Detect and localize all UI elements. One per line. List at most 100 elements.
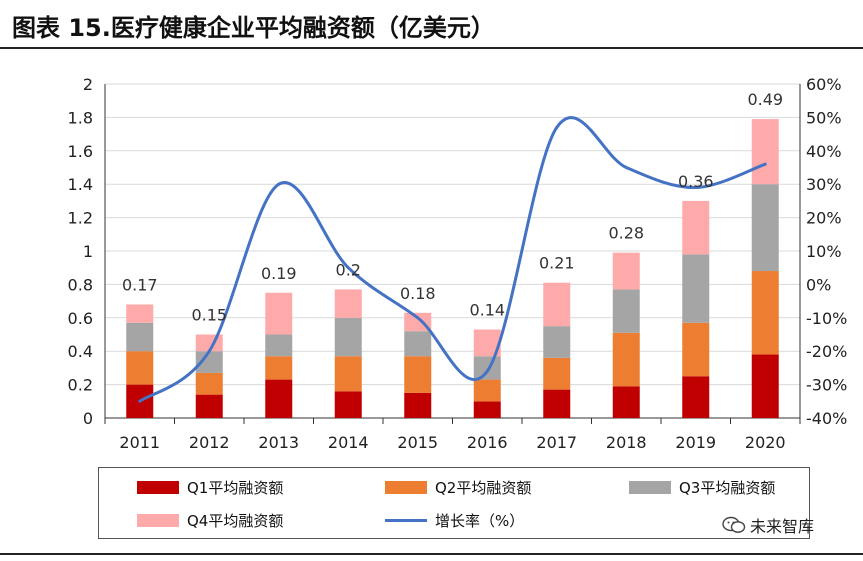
left-tick-label: 1.8 xyxy=(68,108,93,127)
growth-point-2013 xyxy=(277,182,281,186)
left-tick-label: 0.8 xyxy=(68,275,93,294)
legend-item-q2: Q2平均融资额 xyxy=(385,477,531,498)
bottom-divider xyxy=(0,553,863,555)
bar-q2-2018 xyxy=(612,332,640,387)
annual-average-label: 0.14 xyxy=(469,300,505,319)
growth-point-2016 xyxy=(485,369,489,373)
x-tick-label: 2016 xyxy=(467,433,508,452)
bar-q4-2011 xyxy=(126,304,154,323)
legend-item-q3: Q3平均融资额 xyxy=(629,477,775,498)
growth-point-2017 xyxy=(555,125,559,129)
x-tick-label: 2015 xyxy=(397,433,438,452)
bar-q1-2013 xyxy=(265,379,293,418)
right-tick-label: 60% xyxy=(806,75,842,94)
bar-q3-2013 xyxy=(265,334,293,357)
left-tick-label: 1.4 xyxy=(68,175,93,194)
annual-average-label: 0.18 xyxy=(400,284,436,303)
left-tick-label: 1.2 xyxy=(68,209,93,228)
bar-q2-2015 xyxy=(404,356,432,393)
watermark: 未来智库 xyxy=(722,513,814,537)
bar-q1-2017 xyxy=(543,389,571,418)
right-tick-label: 10% xyxy=(806,242,842,261)
legend-label-q2: Q2平均融资额 xyxy=(435,479,532,497)
x-tick-label: 2017 xyxy=(536,433,577,452)
annual-average-label: 0.21 xyxy=(539,254,575,273)
legend-item-q4: Q4平均融资额 xyxy=(137,510,283,531)
growth-point-2015 xyxy=(416,316,420,320)
legend-label-q3: Q3平均融资额 xyxy=(679,479,776,497)
bar-q3-2017 xyxy=(543,326,571,358)
right-tick-label: 0% xyxy=(806,275,831,294)
bar-q3-2011 xyxy=(126,322,154,352)
bar-q1-2020 xyxy=(751,354,779,418)
annual-average-label: 0.17 xyxy=(122,275,158,294)
left-tick-label: 0 xyxy=(83,409,93,428)
bar-q1-2015 xyxy=(404,392,432,418)
bar-q3-2015 xyxy=(404,331,432,357)
bar-q2-2017 xyxy=(543,357,571,390)
wechat-icon xyxy=(722,516,746,533)
bar-q3-2019 xyxy=(682,254,710,323)
right-tick-label: 50% xyxy=(806,108,842,127)
legend-swatch-q2 xyxy=(385,481,427,494)
growth-point-2012 xyxy=(207,349,211,353)
bar-q2-2011 xyxy=(126,351,154,385)
bar-q1-2012 xyxy=(195,394,223,418)
x-tick-label: 2014 xyxy=(328,433,369,452)
annual-average-label: 0.15 xyxy=(191,306,227,325)
bar-q1-2014 xyxy=(334,391,362,418)
chart-title: 图表 15.医疗健康企业平均融资额（亿美元） xyxy=(12,14,495,42)
right-tick-label: -10% xyxy=(806,309,847,328)
chart-legend: Q1平均融资额 Q2平均融资额 Q3平均融资额 Q4平均融资额 增长率（%） xyxy=(98,467,810,539)
legend-swatch-q1 xyxy=(137,481,179,494)
legend-label-growth: 增长率（%） xyxy=(435,512,525,530)
bar-q2-2014 xyxy=(334,356,362,392)
bar-q3-2020 xyxy=(751,184,779,272)
bar-q4-2013 xyxy=(265,292,293,335)
right-tick-label: 20% xyxy=(806,209,842,228)
bar-q4-2019 xyxy=(682,200,710,255)
left-tick-label: 0.2 xyxy=(68,376,93,395)
x-tick-label: 2019 xyxy=(675,433,716,452)
legend-item-growth: 增长率（%） xyxy=(385,510,524,531)
left-tick-label: 0.4 xyxy=(68,342,93,361)
bar-q2-2019 xyxy=(682,322,710,377)
bar-q4-2014 xyxy=(334,289,362,318)
x-tick-label: 2012 xyxy=(189,433,230,452)
annual-average-label: 0.49 xyxy=(747,90,783,109)
growth-point-2019 xyxy=(694,186,698,190)
bar-q3-2018 xyxy=(612,289,640,333)
chart-plot: 0 0.2 0.4 0.6 0.8 1 1.2 1.4 1.6 1.8 2 -40% -30% -20% -… xyxy=(68,75,848,452)
bar-q2-2020 xyxy=(751,271,779,355)
right-tick-label: -20% xyxy=(806,342,847,361)
legend-label-q4: Q4平均融资额 xyxy=(187,512,284,530)
annual-average-label: 0.28 xyxy=(608,224,644,243)
legend-line-growth xyxy=(385,519,427,522)
left-tick-label: 0.6 xyxy=(68,309,93,328)
x-tick-label: 2011 xyxy=(119,433,160,452)
bar-q1-2018 xyxy=(612,386,640,418)
x-tick-label: 2020 xyxy=(745,433,786,452)
watermark-text: 未来智库 xyxy=(750,517,815,536)
bar-q2-2012 xyxy=(195,372,223,395)
annual-average-label: 0.2 xyxy=(336,260,361,279)
bar-q1-2016 xyxy=(473,401,501,418)
right-tick-label: 40% xyxy=(806,142,842,161)
growth-point-2014 xyxy=(346,266,350,270)
annual-average-label: 0.19 xyxy=(261,264,297,283)
growth-point-2020 xyxy=(763,162,767,166)
bar-q2-2016 xyxy=(473,379,501,402)
growth-rate-line xyxy=(138,116,766,403)
left-tick-label: 1.6 xyxy=(68,142,93,161)
x-tick-label: 2013 xyxy=(258,433,299,452)
bar-q4-2020 xyxy=(751,119,779,185)
right-tick-label: 30% xyxy=(806,175,842,194)
growth-point-2011 xyxy=(138,399,142,403)
right-tick-label: -30% xyxy=(806,376,847,395)
left-tick-label: 2 xyxy=(83,75,93,94)
bar-q2-2013 xyxy=(265,356,293,380)
left-tick-label: 1 xyxy=(83,242,93,261)
bar-q1-2019 xyxy=(682,376,710,418)
legend-swatch-q4 xyxy=(137,514,179,527)
title-divider xyxy=(0,47,863,49)
